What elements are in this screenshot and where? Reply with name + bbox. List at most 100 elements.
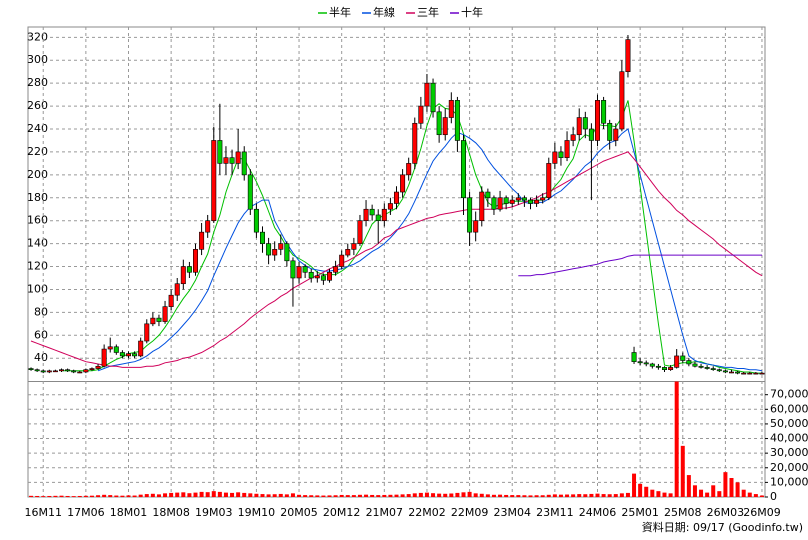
y-tick-label: 300 bbox=[27, 53, 48, 66]
volume-bar bbox=[364, 494, 369, 497]
candle-body bbox=[625, 39, 631, 72]
y-tick-label: 120 bbox=[27, 260, 48, 273]
candle-body bbox=[607, 122, 613, 141]
candle-body bbox=[637, 361, 643, 364]
candle-body bbox=[418, 105, 424, 124]
plot-frame bbox=[27, 26, 766, 498]
volume-bar bbox=[705, 492, 710, 497]
volume-bar bbox=[217, 491, 222, 497]
volume-bar bbox=[747, 492, 752, 497]
candle-body bbox=[180, 266, 186, 285]
candle-body bbox=[339, 254, 345, 267]
candle-body bbox=[692, 363, 698, 367]
volume-bar bbox=[181, 492, 186, 497]
candle-body bbox=[284, 243, 290, 262]
y-tick-label: 260 bbox=[27, 99, 48, 112]
candle-body bbox=[113, 346, 119, 353]
candle-body bbox=[430, 82, 436, 113]
volume-bar bbox=[357, 494, 362, 497]
candle-body bbox=[241, 151, 247, 176]
volume-bar bbox=[595, 493, 600, 497]
volume-bar bbox=[491, 494, 496, 497]
candle-body bbox=[296, 266, 302, 279]
volume-bar bbox=[461, 492, 466, 497]
volume-bar bbox=[473, 493, 478, 497]
volume-bar bbox=[315, 495, 320, 497]
x-tick-label: 16M11 bbox=[24, 506, 62, 519]
candle-body bbox=[479, 191, 485, 221]
volume-bar bbox=[418, 492, 423, 497]
volume-bar bbox=[321, 495, 326, 497]
volume-bar bbox=[741, 489, 746, 497]
volume-bar bbox=[284, 494, 289, 497]
candle-body bbox=[71, 370, 77, 373]
candle-body bbox=[710, 368, 716, 370]
volume-bar bbox=[467, 491, 472, 497]
volume-bar bbox=[510, 495, 515, 497]
candle-body bbox=[223, 157, 229, 164]
volume-bar bbox=[351, 495, 356, 497]
x-tick-label: 22M02 bbox=[408, 506, 446, 519]
volume-bar bbox=[589, 493, 594, 497]
x-tick-label: 20M05 bbox=[280, 506, 318, 519]
volume-bar bbox=[565, 494, 570, 497]
ma-line bbox=[97, 128, 763, 372]
volume-bar bbox=[297, 494, 302, 497]
candle-body bbox=[34, 369, 40, 372]
volume-bar bbox=[211, 491, 216, 497]
volume-bar bbox=[345, 495, 350, 497]
volume-bar bbox=[102, 494, 107, 497]
y2-tick-label: 10,000 bbox=[770, 475, 808, 488]
candle-body bbox=[564, 140, 570, 158]
volume-bar bbox=[53, 495, 58, 497]
candle-body bbox=[150, 317, 156, 325]
volume-bar bbox=[729, 478, 734, 497]
candle-body bbox=[40, 370, 46, 373]
volume-bar bbox=[199, 491, 204, 497]
candle-body bbox=[211, 140, 217, 221]
candle-body bbox=[546, 163, 552, 199]
candle-body bbox=[467, 197, 473, 233]
volume-bar bbox=[230, 492, 235, 497]
volume-bar bbox=[723, 472, 728, 497]
candle-body bbox=[668, 367, 674, 370]
candle-body bbox=[741, 372, 747, 375]
candle-body bbox=[534, 199, 540, 204]
y-tick-label: 160 bbox=[27, 214, 48, 227]
volume-bar bbox=[370, 494, 375, 497]
legend-label: 三年 bbox=[417, 5, 439, 19]
volume-bar bbox=[650, 489, 655, 497]
x-tick-label: 24M06 bbox=[579, 506, 617, 519]
candle-body bbox=[576, 117, 582, 136]
candle-body bbox=[649, 363, 655, 367]
volume-bar bbox=[260, 494, 265, 497]
candle-body bbox=[174, 283, 180, 296]
legend-label: 十年 bbox=[461, 5, 483, 19]
ma-line bbox=[518, 254, 762, 277]
volume-bar bbox=[187, 493, 192, 497]
candle-body bbox=[747, 372, 753, 375]
candle-body bbox=[686, 360, 692, 365]
y-tick-label: 240 bbox=[27, 122, 48, 135]
candle-body bbox=[138, 340, 144, 357]
volume-bar bbox=[632, 473, 637, 497]
candle-body bbox=[107, 346, 113, 350]
volume-bar bbox=[680, 445, 685, 497]
volume-bar bbox=[485, 494, 490, 497]
volume-bar bbox=[571, 494, 576, 497]
volume-bar bbox=[504, 494, 509, 497]
y-tick-label: 60 bbox=[34, 328, 48, 341]
y-tick-label: 100 bbox=[27, 282, 48, 295]
volume-bar bbox=[516, 495, 521, 497]
volume-bar bbox=[96, 495, 101, 497]
candle-body bbox=[515, 197, 521, 201]
x-tick-label: 26M03 bbox=[707, 506, 745, 519]
volume-bar bbox=[699, 489, 704, 497]
y-tick-label: 140 bbox=[27, 237, 48, 250]
candle-body bbox=[351, 243, 357, 250]
volume-bar bbox=[534, 495, 539, 497]
volume-bar bbox=[656, 491, 661, 497]
y2-tick-label: 40,000 bbox=[770, 432, 808, 445]
volume-bar bbox=[248, 493, 253, 497]
